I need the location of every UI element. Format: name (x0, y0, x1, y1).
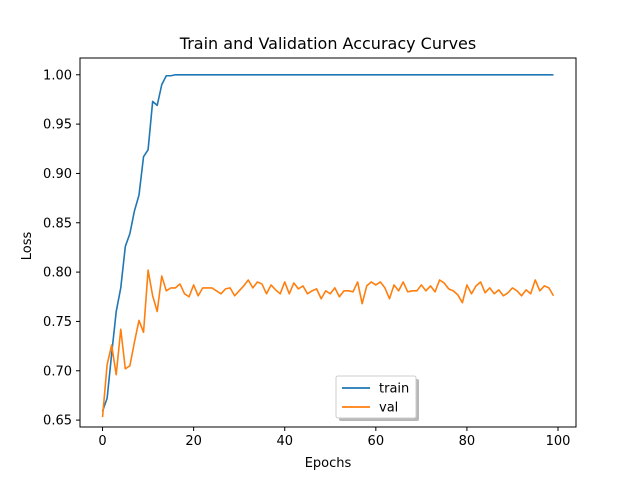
y-axis-ticks: 0.65 0.70 0.75 0.80 0.85 0.90 0.95 1.00 (43, 68, 80, 429)
series-layer (101, 73, 555, 418)
y-tick-label: 1.00 (43, 68, 72, 83)
y-tick-label: 0.85 (43, 216, 72, 231)
x-tick-label: 40 (276, 434, 293, 449)
y-tick-label: 0.75 (43, 315, 72, 330)
x-tick-label: 0 (98, 434, 106, 449)
x-tick-label: 60 (368, 434, 385, 449)
legend-label-train: train (379, 382, 409, 397)
plot-area (79, 57, 577, 428)
legend: train val (335, 375, 419, 421)
legend-label-val: val (379, 401, 398, 416)
y-axis-label: Loss (20, 232, 35, 261)
x-tick-label: 100 (546, 434, 571, 449)
y-tick-label: 0.95 (43, 118, 72, 133)
series-line-val (101, 269, 555, 418)
series-line-train (101, 73, 554, 412)
chart-title: Train and Validation Accuracy Curves (179, 34, 476, 53)
x-axis-ticks: 0 20 40 60 80 100 (98, 427, 570, 449)
y-tick-label: 0.70 (43, 364, 72, 379)
plot-frame (79, 57, 577, 428)
plot-background (80, 58, 576, 427)
y-tick-label: 0.90 (43, 167, 72, 182)
y-tick-label: 0.80 (43, 266, 72, 281)
y-tick-label: 0.65 (43, 414, 72, 429)
x-tick-label: 20 (185, 434, 202, 449)
x-tick-label: 80 (459, 434, 476, 449)
x-axis-label: Epochs (305, 456, 352, 471)
